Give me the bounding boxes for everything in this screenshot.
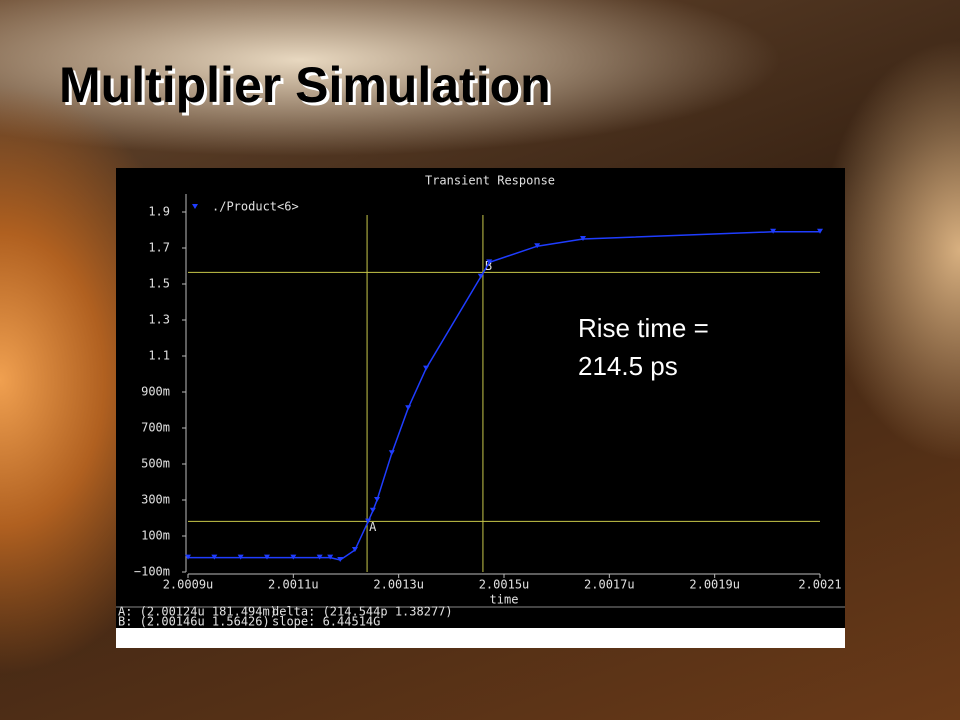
x-tick-label: 2.0021 [798, 578, 841, 592]
point-marker [237, 554, 244, 560]
point-marker [327, 554, 334, 560]
point-marker [211, 554, 218, 560]
x-tick-label: 2.0009u [163, 578, 214, 592]
legend-marker [192, 204, 198, 209]
x-tick-label: 2.0013u [373, 578, 424, 592]
cursor-readout: slope: 6.44514G [272, 615, 380, 629]
chart-title: Transient Response [425, 174, 555, 188]
plot-window [116, 168, 845, 628]
point-marker [770, 228, 777, 234]
x-axis-label: time [490, 593, 519, 607]
point-marker [365, 518, 372, 524]
x-tick-label: 2.0011u [268, 578, 319, 592]
point-marker [185, 554, 191, 560]
cursor-label: B [485, 259, 492, 273]
y-tick-label: 1.1 [148, 349, 170, 363]
point-marker [423, 365, 430, 371]
point-marker [290, 554, 297, 560]
slide-title: Multiplier Simulation [59, 57, 551, 113]
x-tick-label: 2.0019u [689, 578, 740, 592]
point-marker [486, 259, 493, 265]
y-tick-label: 100m [141, 529, 170, 543]
cursor-readout: B: (2.00146u 1.56426) [118, 615, 270, 629]
cursor-readout: delta: (214.544p 1.38277) [272, 605, 453, 619]
y-tick-label: 1.5 [148, 277, 170, 291]
point-marker [580, 236, 586, 241]
x-tick-label: 2.0015u [479, 578, 530, 592]
y-tick-label: 1.3 [148, 313, 170, 327]
point-marker [316, 554, 323, 560]
x-tick-label: 2.0017u [584, 578, 635, 592]
point-marker [477, 273, 484, 279]
slide-title-shadow: Multiplier Simulation [62, 60, 554, 116]
y-tick-label: 700m [141, 421, 170, 435]
annotation: 214.5 ps [578, 351, 678, 381]
y-tick-label: 1.9 [148, 205, 170, 219]
y-tick-label: 300m [141, 493, 170, 507]
cursor-readout: A: (2.00124u 181.494m) [118, 605, 277, 619]
point-marker [374, 497, 381, 502]
cursor-label: A [369, 520, 377, 534]
point-marker [264, 554, 270, 560]
window-footer [116, 628, 845, 648]
legend-label: ./Product<6> [212, 200, 299, 214]
y-tick-label: 500m [141, 457, 170, 471]
point-marker [534, 243, 541, 249]
y-tick-label: −100m [134, 565, 170, 579]
annotation: Rise time = [578, 313, 709, 343]
y-tick-label: 900m [141, 385, 170, 399]
point-marker [351, 547, 358, 553]
point-marker [817, 228, 823, 234]
point-marker [405, 405, 412, 411]
y-tick-label: 1.7 [148, 241, 170, 255]
point-marker [388, 450, 395, 456]
point-marker [337, 556, 344, 562]
point-marker [369, 507, 376, 513]
